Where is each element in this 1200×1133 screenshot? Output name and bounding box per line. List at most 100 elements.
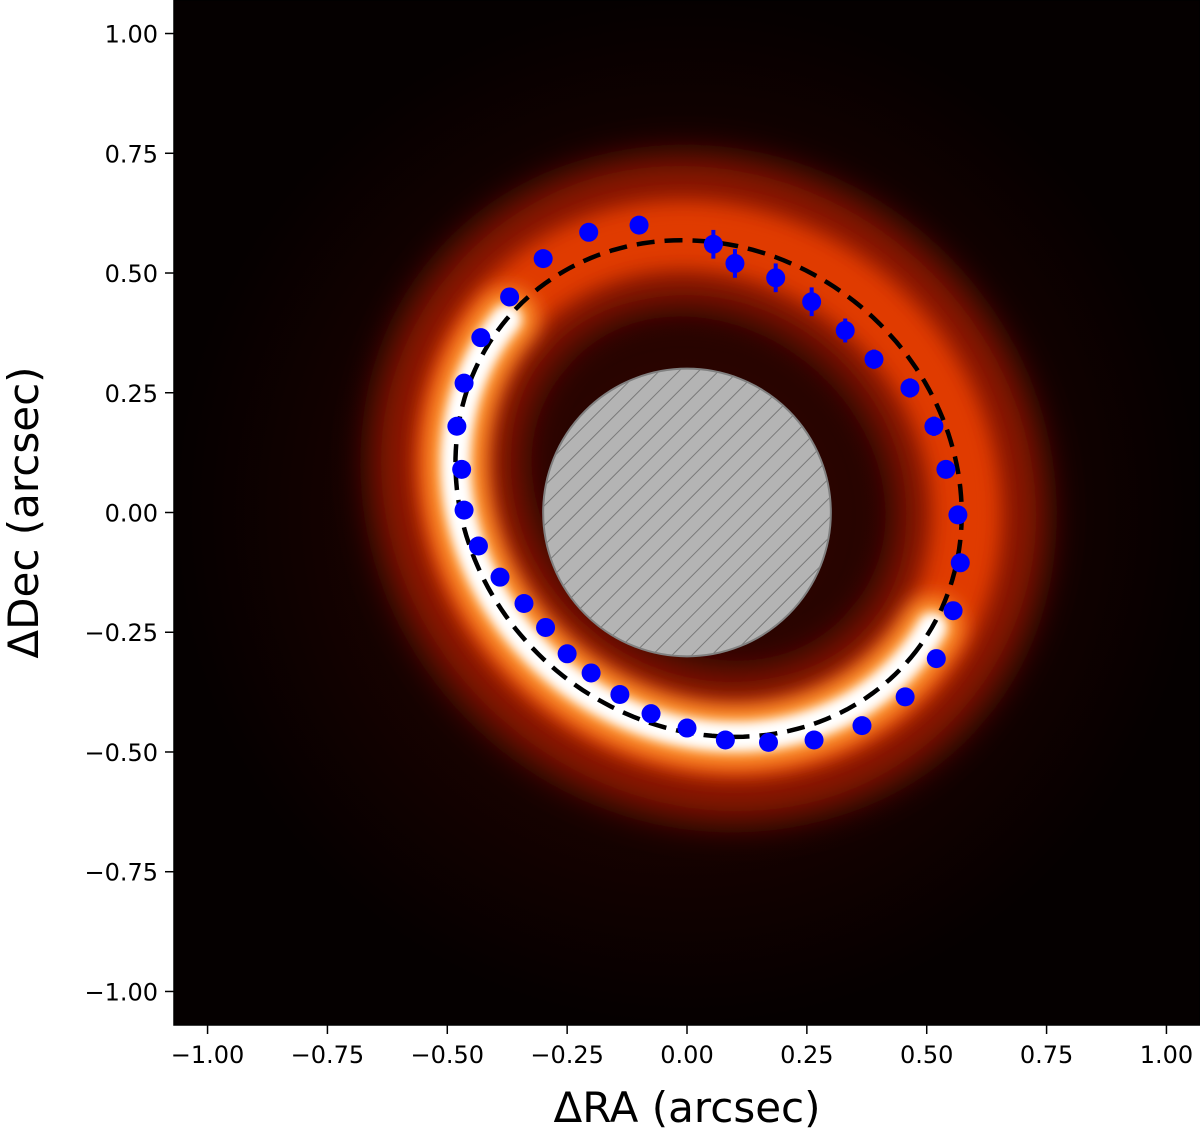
data-point (725, 249, 745, 278)
data-point (581, 663, 601, 683)
point-marker (759, 732, 779, 752)
data-point (864, 349, 884, 369)
point-marker (766, 268, 786, 288)
x-tick-label: 1.00 (1140, 1041, 1193, 1069)
x-tick-label: −0.50 (411, 1041, 485, 1069)
point-marker (924, 416, 944, 436)
data-point (766, 263, 786, 293)
point-marker (725, 253, 745, 273)
data-point (610, 685, 630, 705)
x-tick-label: 0.75 (1020, 1041, 1073, 1069)
point-marker (895, 687, 915, 707)
data-point (454, 500, 474, 520)
point-marker (581, 663, 601, 683)
x-tick-label: 0.25 (780, 1041, 833, 1069)
data-point (936, 459, 956, 479)
point-marker (454, 500, 474, 520)
image-area (174, 0, 1200, 1025)
point-marker (500, 287, 520, 307)
data-point (943, 601, 963, 621)
y-tick-label: −0.50 (84, 739, 158, 767)
y-tick-label: 0.50 (105, 260, 158, 288)
point-marker (950, 553, 970, 573)
x-tick-label: −0.75 (291, 1041, 365, 1069)
point-marker (948, 505, 968, 525)
point-marker (835, 320, 855, 340)
data-point (629, 215, 649, 235)
point-marker (536, 617, 556, 637)
point-marker (557, 644, 577, 664)
point-marker (677, 718, 697, 738)
x-tick-label: −1.00 (171, 1041, 245, 1069)
x-tick-label: 0.00 (660, 1041, 713, 1069)
point-marker (629, 215, 649, 235)
data-point (533, 249, 553, 269)
data-point (641, 704, 661, 724)
point-marker (715, 730, 735, 750)
point-marker (703, 234, 723, 254)
data-point (924, 416, 944, 436)
data-point (557, 644, 577, 664)
y-tick-label: 0.00 (105, 500, 158, 528)
data-point (804, 730, 824, 750)
data-point (514, 594, 534, 614)
point-marker (926, 649, 946, 669)
data-point (926, 649, 946, 669)
y-tick-label: 0.75 (105, 140, 158, 168)
data-point (715, 730, 735, 750)
data-point (852, 716, 872, 736)
disk-emission (370, 155, 1047, 822)
y-tick-label: −0.25 (84, 619, 158, 647)
point-marker (641, 704, 661, 724)
data-point (677, 718, 697, 738)
data-point (490, 567, 510, 587)
data-point (835, 318, 855, 343)
point-marker (533, 249, 553, 269)
point-marker (852, 716, 872, 736)
point-marker (802, 292, 822, 312)
y-axis: −1.00 −0.75 −0.50 −0.25 0.00 0.25 0.50 0.75 1.00 (84, 21, 174, 1006)
data-points (447, 215, 970, 752)
data-point (454, 373, 474, 393)
y-tick-label: −0.75 (84, 859, 158, 887)
y-axis-title: ΔDec (arcsec) (0, 366, 48, 658)
data-point (500, 287, 520, 307)
point-marker (490, 567, 510, 587)
point-marker (468, 536, 488, 556)
data-point (471, 328, 491, 348)
data-point (802, 287, 822, 317)
point-marker (454, 373, 474, 393)
point-marker (447, 416, 467, 436)
x-tick-label: 0.50 (900, 1041, 953, 1069)
ellipse-fit-line (453, 237, 964, 740)
disk-bright-core (440, 304, 947, 752)
y-tick-label: −1.00 (84, 978, 158, 1006)
point-marker (579, 222, 599, 242)
y-tick-label: 1.00 (105, 21, 158, 49)
y-tick-label: 0.25 (105, 380, 158, 408)
point-marker (864, 349, 884, 369)
x-axis: −1.00 −0.75 −0.50 −0.25 0.00 0.25 0.50 0.75 1.00 (171, 1025, 1193, 1069)
data-point (950, 553, 970, 573)
data-point (579, 222, 599, 242)
data-point (452, 459, 472, 479)
data-point (895, 687, 915, 707)
point-marker (452, 459, 472, 479)
point-marker (804, 730, 824, 750)
point-marker (900, 378, 920, 398)
point-marker (610, 685, 630, 705)
data-point (948, 505, 968, 525)
coronagraph-mask (542, 367, 832, 658)
point-marker (514, 594, 534, 614)
point-marker (471, 328, 491, 348)
data-point (703, 229, 723, 259)
point-marker (943, 601, 963, 621)
data-point (759, 732, 779, 752)
point-marker (936, 459, 956, 479)
data-point (468, 536, 488, 556)
data-point (447, 416, 467, 436)
x-axis-title: ΔRA (arcsec) (553, 1083, 820, 1132)
data-point (900, 378, 920, 398)
data-point (536, 617, 556, 637)
